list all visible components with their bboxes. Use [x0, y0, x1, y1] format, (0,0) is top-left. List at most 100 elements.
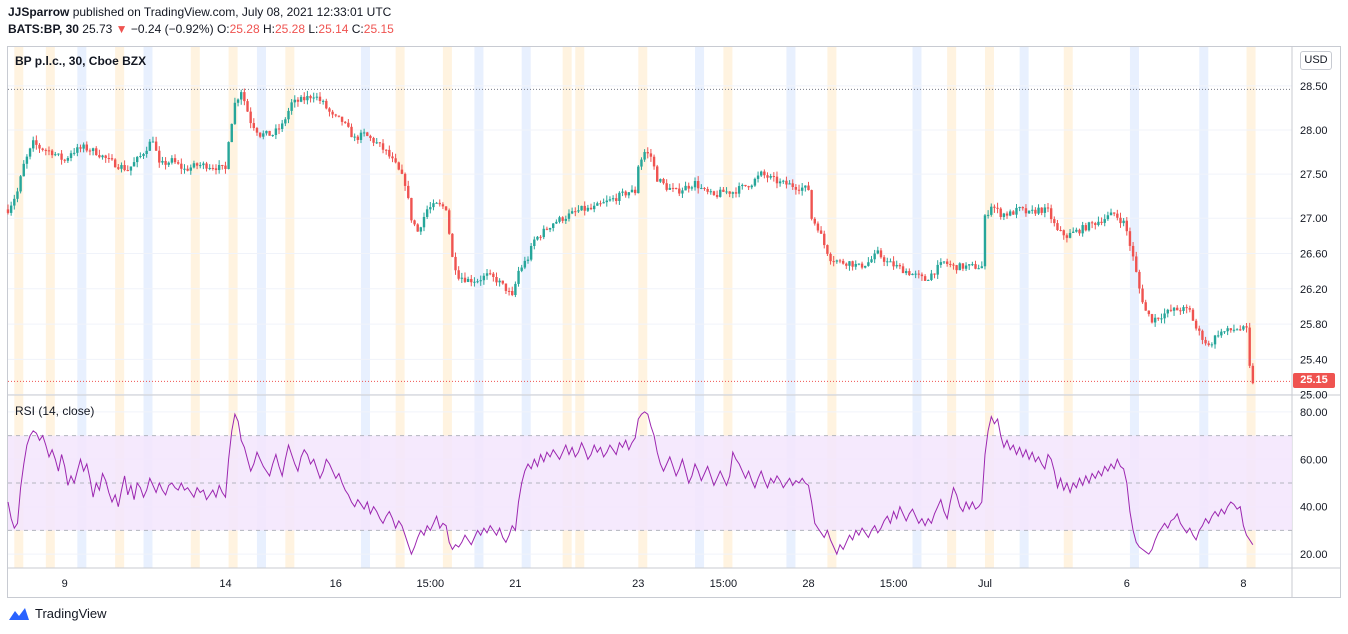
candle-body	[703, 187, 706, 189]
candle-body	[1172, 307, 1176, 311]
candle-body	[728, 191, 731, 194]
candle-body	[240, 92, 243, 100]
candle-body	[1207, 343, 1210, 345]
candle-body	[829, 253, 832, 262]
candle-body	[47, 150, 51, 152]
candle-body	[977, 268, 980, 270]
candle-body	[564, 218, 568, 221]
candle-body	[1072, 231, 1075, 233]
candle-body	[760, 171, 763, 176]
price-tick-label: 26.20	[1300, 284, 1328, 296]
currency-badge[interactable]: USD	[1300, 51, 1332, 70]
candle-body	[142, 154, 145, 156]
candle-body	[1248, 327, 1251, 366]
candle-body	[968, 264, 971, 266]
candle-body	[79, 147, 82, 149]
candle-body	[407, 185, 410, 198]
candle-body	[50, 150, 54, 156]
candle-body	[870, 259, 873, 263]
session-stripe	[228, 47, 238, 568]
candle-body	[381, 143, 385, 150]
candle-body	[280, 123, 284, 129]
candle-body	[769, 176, 772, 178]
candle-body	[504, 283, 508, 291]
candle-body	[700, 187, 703, 189]
candle-body	[482, 275, 486, 281]
session-stripe	[521, 47, 531, 568]
session-stripe	[360, 47, 370, 568]
footer-brand[interactable]: TradingView	[8, 606, 107, 621]
candle-body	[901, 266, 905, 274]
candle-body	[1112, 212, 1116, 214]
session-highlights	[14, 47, 1256, 568]
candle-body	[835, 260, 839, 262]
candle-body	[441, 204, 445, 207]
session-stripe	[442, 47, 452, 568]
candle-body	[180, 163, 183, 169]
candle-body	[990, 206, 993, 215]
candle-body	[369, 135, 372, 139]
candle-body	[832, 261, 835, 263]
grid-lines	[8, 47, 1340, 597]
candle-body	[425, 209, 429, 217]
candle-body	[372, 138, 375, 143]
time-tick-label: 14	[219, 578, 231, 590]
candle-body	[841, 260, 845, 264]
session-stripe	[285, 47, 295, 568]
candle-body	[845, 263, 848, 266]
candle-body	[1097, 221, 1100, 226]
candle-body	[129, 166, 133, 171]
candle-body	[879, 250, 883, 258]
candle-body	[1087, 222, 1091, 231]
candle-body	[737, 186, 741, 194]
candle-body	[176, 162, 180, 164]
candle-body	[712, 191, 716, 196]
candle-body	[362, 132, 366, 134]
session-stripe	[575, 47, 585, 568]
candle-body	[154, 141, 158, 151]
candle-body	[813, 218, 816, 224]
candle-body	[167, 162, 170, 165]
author-name[interactable]: JJSparrow	[8, 5, 70, 19]
candle-body	[860, 263, 864, 268]
candle-body	[854, 263, 857, 267]
candle-body	[741, 184, 744, 187]
candle-body	[558, 217, 561, 222]
rsi-pane	[7, 411, 1292, 556]
candle-body	[1005, 213, 1009, 216]
candle-body	[224, 165, 227, 169]
candle-body	[492, 273, 495, 277]
candle-body	[126, 170, 129, 172]
candle-body	[375, 142, 378, 144]
candle-body	[44, 149, 48, 151]
candle-body	[1125, 220, 1128, 232]
candle-body	[529, 245, 533, 260]
session-stripe	[947, 47, 957, 568]
session-stripe	[827, 47, 837, 568]
candle-body	[1116, 213, 1119, 218]
session-stripe	[562, 47, 572, 568]
candle-body	[1049, 208, 1053, 220]
candle-body	[309, 95, 312, 99]
last-price-label: 25.15	[1293, 373, 1335, 389]
session-stripe	[14, 47, 24, 568]
candle-body	[1012, 211, 1015, 215]
candle-body	[517, 270, 520, 284]
last-value: 25.73	[82, 22, 113, 36]
candle-body	[1232, 329, 1236, 331]
candle-body	[747, 186, 750, 188]
candle-body	[589, 207, 593, 210]
candle-body	[1075, 229, 1078, 232]
candle-body	[293, 99, 296, 103]
candle-body	[110, 158, 114, 160]
candle-body	[485, 273, 489, 276]
session-stripe	[638, 47, 648, 568]
candle-body	[331, 111, 334, 115]
candle-body	[778, 181, 782, 184]
candle-body	[413, 220, 416, 225]
candle-body	[28, 148, 32, 157]
candle-body	[350, 126, 353, 138]
candle-body	[107, 158, 111, 160]
candle-body	[1204, 339, 1207, 344]
